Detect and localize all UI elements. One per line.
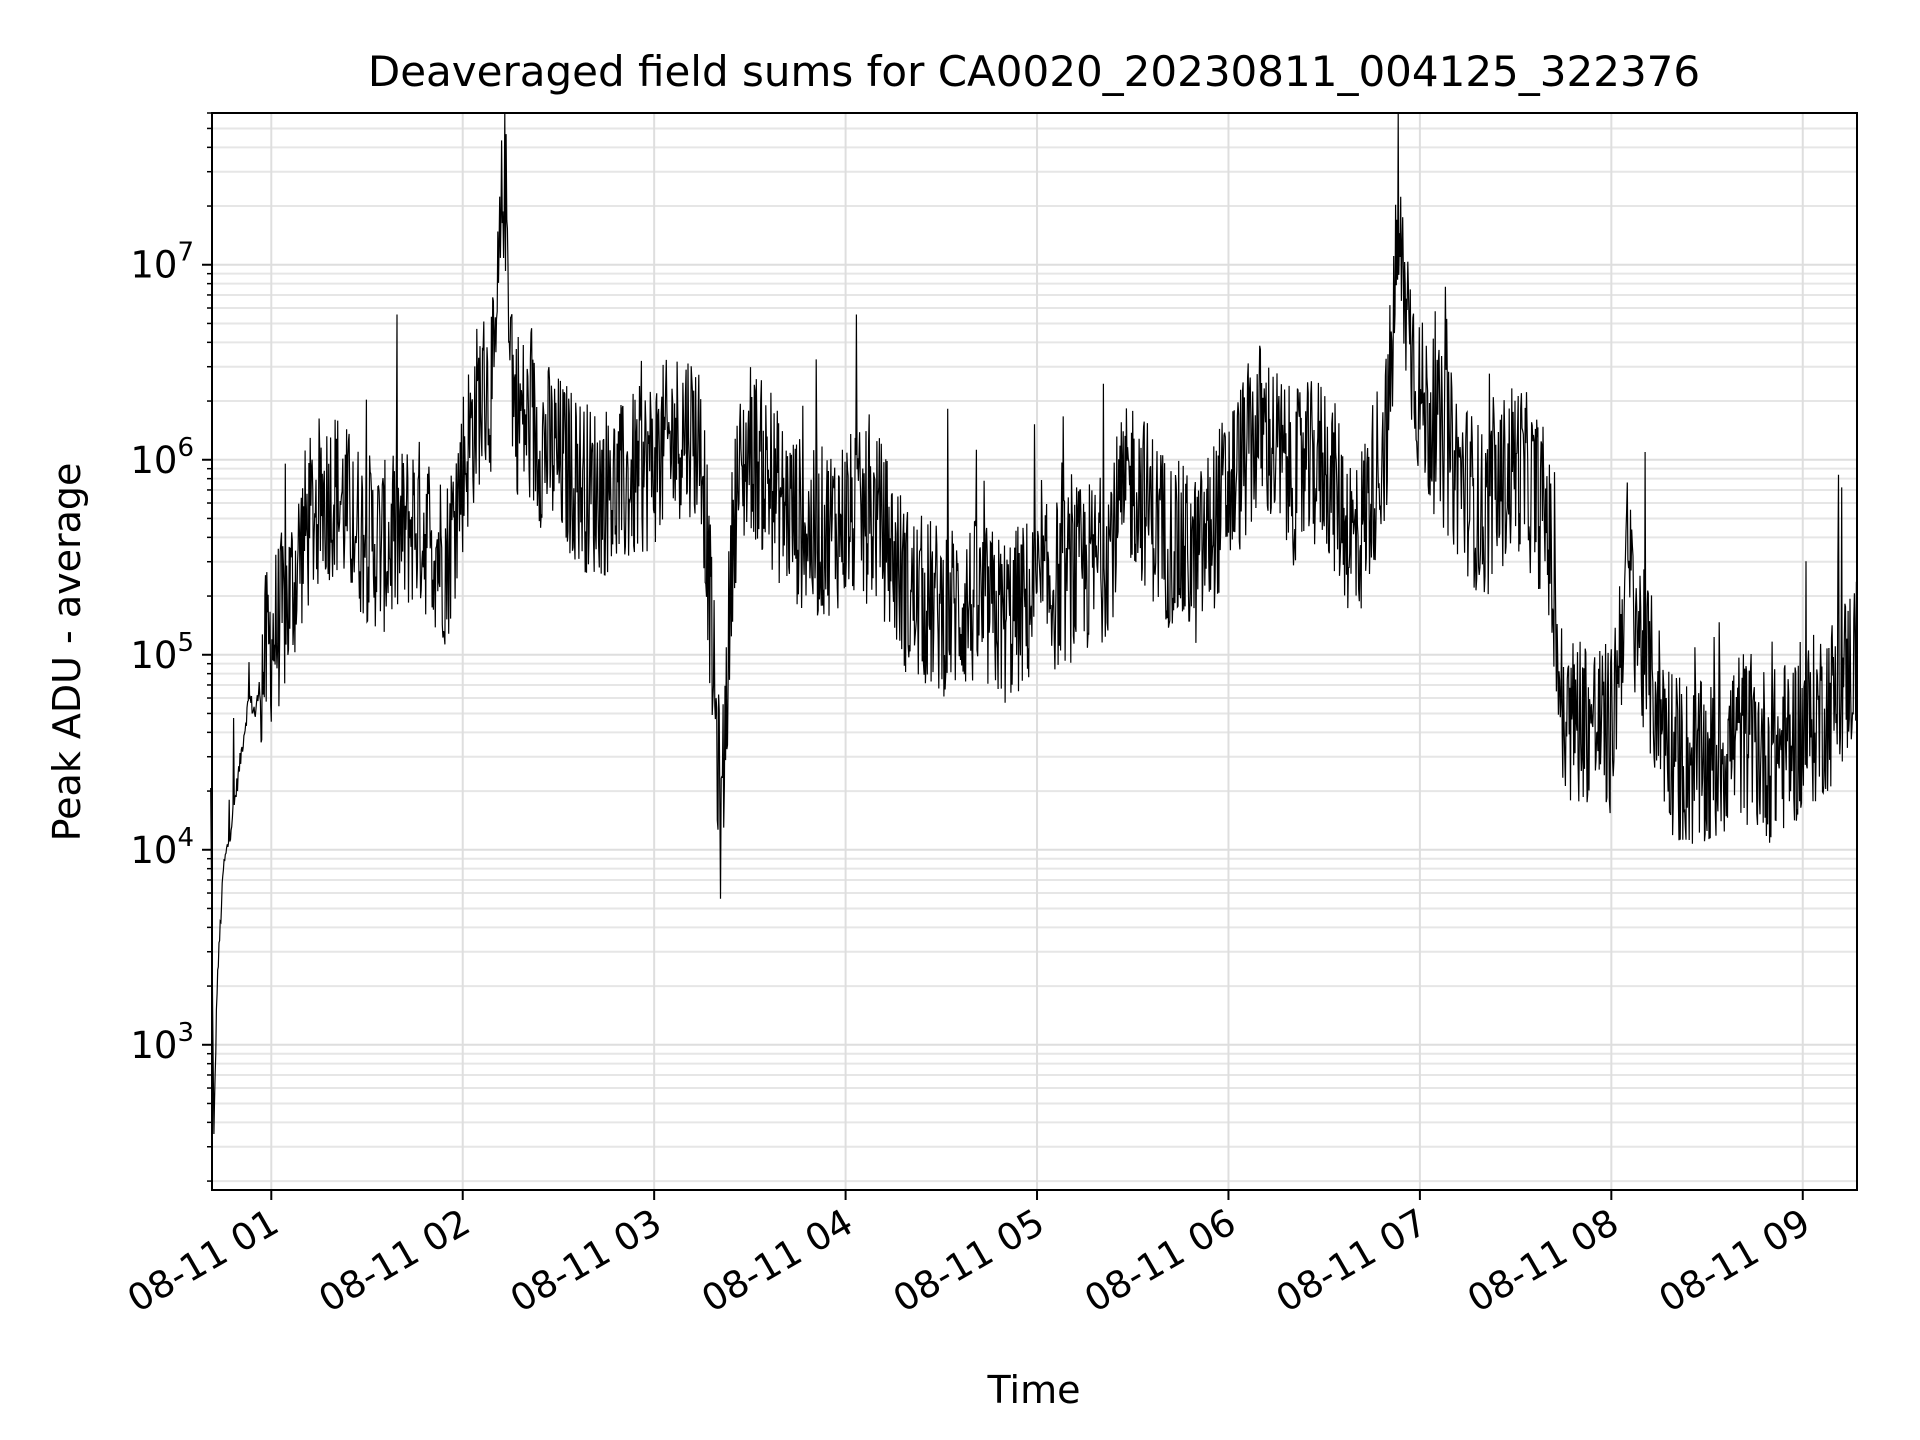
- chart-title: Deaveraged field sums for CA0020_2023081…: [368, 47, 1700, 96]
- y-tick-label: 107: [130, 238, 194, 287]
- y-axis-label: Peak ADU - average: [45, 463, 89, 842]
- plot-frame: [211, 112, 1858, 1191]
- y-tick-label: 103: [130, 1018, 194, 1067]
- plot-layer: [210, 112, 1858, 1135]
- series-line: [210, 112, 1858, 1135]
- x-axis-label: Time: [987, 1368, 1081, 1412]
- y-tick-label: 106: [130, 433, 194, 482]
- y-tick-label: 104: [130, 823, 194, 872]
- y-tick-label: 105: [130, 628, 194, 677]
